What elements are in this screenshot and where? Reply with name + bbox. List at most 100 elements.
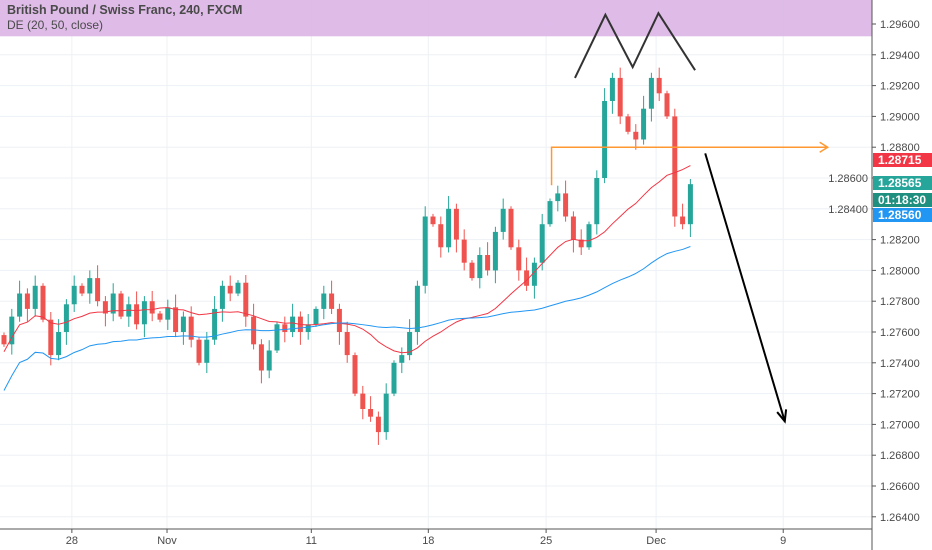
x-tick-label: 9 [780,535,786,547]
candle-body [243,282,249,317]
candle [157,310,163,323]
candle [243,275,249,327]
candle-body [274,324,280,351]
candle [266,340,272,379]
candle [180,311,186,345]
candle [547,198,553,227]
candle [274,321,280,354]
candle-body [461,239,467,263]
candle-body [71,285,77,305]
level-arrow-head [819,141,830,153]
candle-body [313,308,319,325]
candle-body [414,285,420,332]
candle-body [633,131,639,140]
candle [617,67,623,125]
candle-body [430,216,436,225]
candle-body [212,308,218,340]
candle-body [563,193,569,217]
candle-body [305,324,311,332]
candle-body [539,224,545,263]
candle-body [196,339,202,363]
candle-body [570,216,576,240]
candle-body [329,293,335,309]
y-tick-label: 1.29400 [880,50,920,62]
candle [1,332,7,347]
candle-body [664,93,670,117]
candle [633,124,639,150]
candle [173,294,179,338]
candle-body [40,285,46,320]
candle-body [63,304,69,332]
candle [95,265,101,307]
indicator-label[interactable]: DE (20, 50, close) [7,18,104,32]
candle-body [641,108,647,140]
x-tick-label: 25 [540,535,552,547]
candle-body [391,362,397,394]
candle-body [648,77,654,109]
candle [17,280,23,322]
candle [609,72,615,114]
candle-body [352,355,358,394]
candle [251,303,257,350]
candle-body [79,285,85,294]
target-arrow [704,153,786,422]
candle [165,299,171,330]
candle [641,95,647,145]
candle-body [446,208,452,248]
candle-body [165,307,171,320]
candle-body [609,77,615,101]
candle-body [102,301,108,314]
candle [336,303,342,345]
candle [56,319,62,361]
candle-body [344,332,350,356]
candle [24,288,30,322]
candle-body [500,208,506,232]
y-tick-label: 1.29000 [880,111,920,123]
candle-body [578,239,584,248]
candle-body [531,262,537,286]
ma-slow-line [3,246,691,391]
candle [555,185,561,212]
y-tick-label: 1.28200 [880,235,920,247]
candle [524,257,530,291]
candle-body [680,216,686,225]
candle-body [290,316,296,332]
candle [110,283,116,322]
candle [446,195,452,253]
candle [438,216,444,258]
candle-body [438,224,444,248]
candle [118,290,124,320]
candle [344,321,350,363]
candle-body [407,332,413,356]
candle [648,72,654,122]
ma-slow-price-label: 1.28560 [873,207,932,222]
candle-body [336,308,342,332]
y-tick-label: 1.27000 [880,419,920,431]
candle [492,226,498,284]
candle-body [1,335,7,345]
candle [477,247,483,289]
candle-body [157,313,163,320]
candle [430,213,436,227]
candle [102,296,108,327]
candle-body [235,282,241,294]
candle [485,242,491,276]
ma-fast-line [3,165,691,354]
y-tick-label: 1.27400 [880,358,920,370]
candle [360,385,366,420]
candle-body [282,324,288,332]
candle-body [17,293,23,317]
candle [227,275,233,302]
candle [680,203,686,230]
candle [586,221,592,250]
candle-body [547,201,553,225]
candle-body [625,116,631,132]
candle-body [141,301,147,325]
candle-body [227,285,233,294]
resistance-zone [0,0,872,37]
candle [32,275,38,317]
candle-body [9,316,15,345]
candle [204,332,210,374]
candle-body [266,350,272,371]
